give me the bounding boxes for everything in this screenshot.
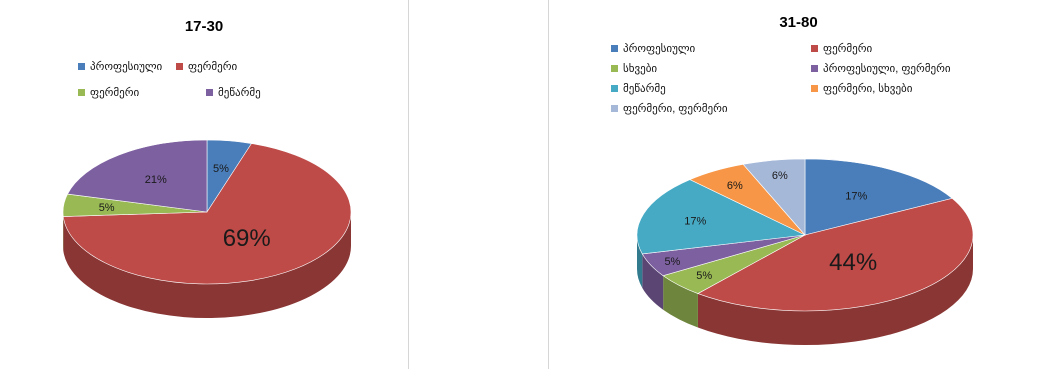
chart-panel-31-80: 31-80 პროფესიული ფერმერი სხვები პროფესიული,… (548, 0, 1047, 369)
pie-slice (636, 179, 807, 255)
legend-swatch (176, 63, 183, 70)
pie-slice-side (663, 275, 698, 328)
legend-label: ფერმერი, სხვები (823, 83, 913, 95)
pie-slice-side (63, 212, 352, 318)
legend-entry: სხვები (611, 62, 657, 75)
legend-swatch (206, 89, 213, 96)
legend-entry: პროფესიული (78, 60, 162, 73)
legend-label: პროფესიული (90, 61, 163, 73)
legend-label: ფერმერი (90, 87, 140, 99)
legend-swatch (811, 45, 818, 52)
legend-entry: ფერმერი (78, 86, 139, 99)
legend-entry: ფერმერი, სხვები (811, 82, 912, 95)
pie-side (637, 235, 973, 346)
data-label: 6% (772, 170, 788, 182)
legend-entry: ფერმერი, ფერმერი (611, 102, 728, 115)
legend-entry: ფერმერი (176, 60, 237, 73)
legend-entry: ფერმერი (811, 42, 872, 55)
legend-label: მეწარმე (623, 83, 666, 95)
data-label: 5% (696, 270, 712, 282)
legend-entry: მეწარმე (206, 86, 261, 99)
pie-slice (67, 139, 208, 213)
legend-swatch (611, 65, 618, 72)
pie-slice (62, 143, 352, 285)
data-label: 44% (829, 249, 877, 276)
legend-label: ფერმერი (188, 61, 238, 73)
legend-swatch (611, 85, 618, 92)
data-label: 5% (99, 202, 115, 214)
pie-slice-side (642, 253, 664, 310)
legend-label: პროფესიული, ფერმერი (823, 63, 951, 75)
legend-swatch (811, 65, 818, 72)
data-label: 17% (684, 215, 706, 227)
pie-chart-17-30: 5% 69% 5% 21% (62, 139, 352, 318)
pie-top (62, 139, 352, 285)
legend-entry: პროფესიული, ფერმერი (811, 62, 951, 75)
data-label: 6% (727, 180, 743, 192)
data-label: 21% (145, 174, 167, 186)
pie-slice-side (637, 235, 643, 288)
legend-swatch (78, 63, 85, 70)
pie-top (636, 158, 974, 312)
legend-label: მეწარმე (218, 87, 261, 99)
legend-swatch (78, 89, 85, 96)
data-label: 69% (223, 225, 271, 252)
legend-entry: პროფესიული (611, 42, 695, 55)
chart-title: 31-80 (779, 14, 818, 31)
data-label: 17% (845, 191, 867, 203)
pie-slice-side (697, 235, 973, 346)
legend-swatch (811, 85, 818, 92)
pie-chart-31-80: 17% 44% 5% 5% 17% 6% 6% (636, 158, 974, 346)
legend-label: პროფესიული (623, 43, 696, 55)
legend-label: ფერმერი, ფერმერი (623, 103, 728, 115)
pie-slice (804, 158, 953, 236)
pie-slice (742, 158, 806, 236)
chart-panel-17-30: 17-30 პროფესიული ფერმერი ფერმერი მეწარმე 5%… (0, 0, 409, 369)
legend-swatch (611, 105, 618, 112)
legend-entry: მეწარმე (611, 82, 666, 95)
pie-slice (697, 198, 974, 312)
data-label: 5% (664, 256, 680, 268)
legend-label: ფერმერი (823, 43, 873, 55)
legend-swatch (611, 45, 618, 52)
data-label: 5% (213, 163, 229, 175)
legend-label: სხვები (623, 63, 658, 75)
chart-title: 17-30 (184, 18, 224, 35)
pie-side (63, 212, 352, 318)
